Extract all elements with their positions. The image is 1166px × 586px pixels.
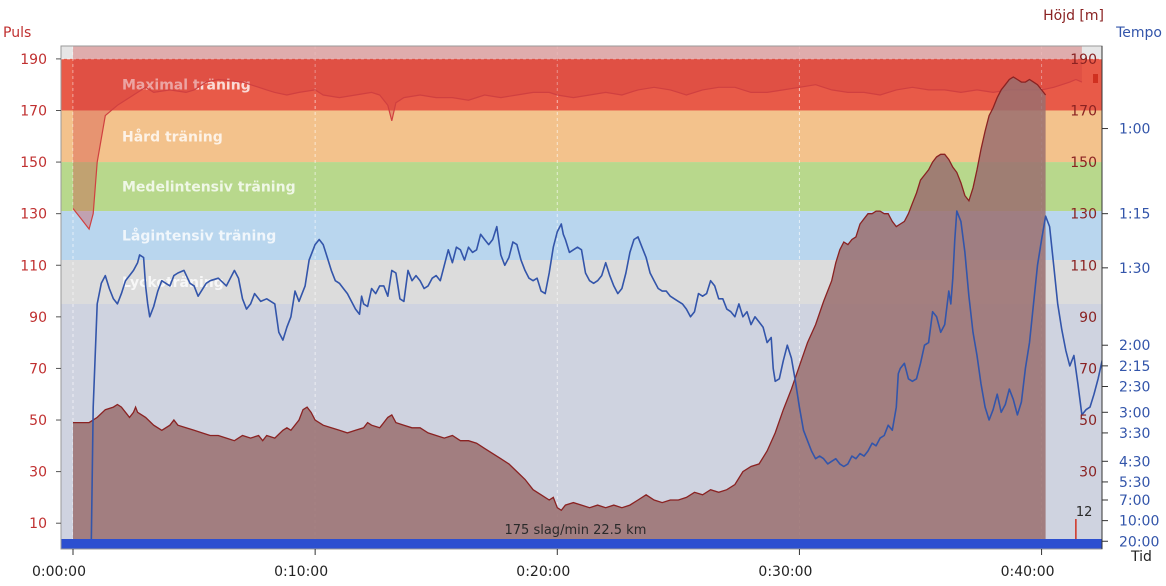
pace-tick-0: 1:00	[1119, 122, 1150, 138]
left-tick-8: 170	[20, 103, 47, 119]
pace-tick-5: 2:30	[1119, 379, 1150, 395]
zone-band-1	[61, 110, 1102, 163]
left-tick-4: 90	[29, 310, 47, 326]
altitude-tick-6: 150	[1070, 155, 1097, 171]
pace-tick-10: 7:00	[1119, 493, 1150, 509]
pace-tick-3: 2:00	[1119, 338, 1150, 354]
distance-bar	[61, 539, 1102, 549]
x-tick-1: 0:10:00	[274, 564, 328, 580]
pulse-area	[73, 46, 1082, 230]
left-tick-1: 30	[29, 465, 47, 481]
left-axis-title: Puls	[3, 25, 31, 41]
pace-tick-12: 20:00	[1119, 534, 1159, 550]
zone-label-2: Medelintensiv träning	[122, 180, 296, 196]
altitude-tick-2: 70	[1079, 361, 1097, 377]
annotations: 175 slag/min 22.5 km 12	[505, 74, 1098, 539]
zone-label-0: Maximal träning	[122, 78, 251, 94]
altitude-area	[73, 77, 1046, 549]
end-marker	[1093, 74, 1098, 83]
pace-tick-4: 2:15	[1119, 359, 1150, 375]
altitude-tick-8: 190	[1070, 52, 1097, 68]
pace-tick-7: 3:30	[1119, 426, 1150, 442]
left-tick-3: 70	[29, 361, 47, 377]
zone-labels: Maximal träning Hård träning Medelintensiv…	[122, 78, 296, 291]
pulse-line	[72, 78, 1083, 231]
bottom-axis-title: Tid	[1130, 549, 1152, 565]
altitude-axis-title: Höjd [m]	[1043, 8, 1104, 24]
left-tick-7: 150	[20, 155, 47, 171]
x-tick-4: 0:40:00	[1001, 564, 1055, 580]
zone-label-1: Hård träning	[122, 128, 223, 145]
altitude-tick-1: 50	[1079, 413, 1097, 429]
altitude-tick-4: 110	[1070, 258, 1097, 274]
pace-tick-6: 3:00	[1119, 405, 1150, 421]
left-tick-0: 10	[29, 516, 47, 532]
pace-tick-11: 10:00	[1119, 514, 1159, 530]
zone-label-4: Lyckoträning	[122, 275, 224, 291]
altitude-tick-5: 130	[1070, 207, 1097, 223]
right-altitude-axis: 30 50 70 90 110 130 150 170 190	[1070, 52, 1097, 481]
x-tick-0: 0:00:00	[32, 564, 86, 580]
altitude-tick-3: 90	[1079, 310, 1097, 326]
pace-tick-9: 5:30	[1119, 475, 1150, 491]
right-pace-axis: 1:00 1:15 1:30 2:00 2:15 2:30 3:00 3:30 4:30 5:30…	[1102, 122, 1159, 550]
zone-band-0	[61, 58, 1102, 111]
left-tick-2: 50	[29, 413, 47, 429]
altitude-tick-7: 170	[1070, 103, 1097, 119]
zone-label-3: Lågintensiv träning	[122, 228, 276, 245]
series-layer	[61, 46, 1102, 549]
pace-line	[90, 210, 1102, 549]
x-tick-2: 0:20:00	[516, 564, 570, 580]
altitude-line	[73, 76, 1047, 512]
left-axis: 10 30 50 70 90 110 130 150 170 190	[20, 52, 61, 532]
x-tick-3: 0:30:00	[758, 564, 812, 580]
x-axis: 0:00:00 0:10:00 0:20:00 0:30:00 0:40:00	[32, 549, 1055, 580]
left-tick-6: 130	[20, 207, 47, 223]
left-tick-9: 190	[20, 52, 47, 68]
pace-axis-title: Tempo	[1115, 25, 1162, 41]
pace-tick-1: 1:15	[1119, 207, 1150, 223]
annotation-1: 12	[1076, 505, 1093, 520]
left-tick-5: 110	[20, 258, 47, 274]
altitude-tick-0: 30	[1079, 465, 1097, 481]
pace-tick-2: 1:30	[1119, 261, 1150, 277]
pace-tick-8: 4:30	[1119, 454, 1150, 470]
annotation-0: 175 slag/min 22.5 km	[505, 523, 647, 538]
